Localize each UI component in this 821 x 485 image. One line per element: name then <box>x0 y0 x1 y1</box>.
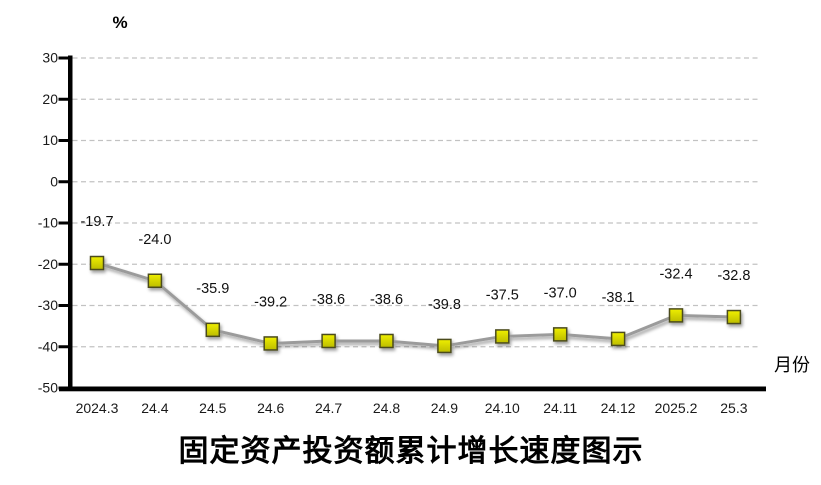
y-axis-tick-label: -50 <box>38 380 58 396</box>
data-point-marker <box>552 327 568 342</box>
y-axis-tick-label: -40 <box>38 338 58 354</box>
x-axis-category-label: 24.9 <box>431 400 458 416</box>
data-point-value-label: -39.8 <box>428 297 461 313</box>
data-series <box>89 255 742 354</box>
data-point-marker <box>495 329 510 344</box>
x-axis-category-label: 24.5 <box>199 400 226 416</box>
x-axis-category-label: 25.3 <box>720 400 747 416</box>
data-point-marker <box>321 333 336 349</box>
x-axis-category-labels: 2024.3 24.4 24.5 24.6 24.7 24.8 24.9 24.10 24.11… <box>76 400 748 416</box>
x-axis-category-label: 2024.3 <box>76 400 119 416</box>
data-point-value-label: -37.0 <box>544 285 577 301</box>
y-axis-tick-labels: 30 20 10 0 -10 -20 -30 -40 -50 <box>38 50 58 396</box>
y-axis-line <box>68 55 73 391</box>
y-axis-tick <box>58 221 68 225</box>
data-point-marker <box>726 309 742 325</box>
x-axis-category-label: 24.8 <box>373 400 400 416</box>
data-point-marker <box>610 331 626 347</box>
data-point-marker <box>379 333 394 349</box>
data-point-marker <box>437 338 452 354</box>
x-axis-category-label: 24.6 <box>257 400 284 416</box>
x-axis-category-label: 24.12 <box>601 400 636 416</box>
series-line <box>95 261 736 348</box>
y-axis-tick <box>58 139 68 142</box>
x-axis-category-label: 24.10 <box>485 400 520 416</box>
y-axis-tick-label: 10 <box>42 132 58 148</box>
data-point-value-labels: -19.7 -24.0 -35.9 -39.2 -38.6 -38.6 -39.8 -37.5… <box>80 214 750 313</box>
y-axis-tick-label: 0 <box>50 173 58 189</box>
y-axis-tick <box>58 97 68 101</box>
y-axis-tick-label: 30 <box>42 50 58 66</box>
axes <box>58 55 766 392</box>
data-point-marker <box>147 273 163 288</box>
y-axis-tick <box>58 304 68 307</box>
data-point-value-label: -32.4 <box>659 266 692 282</box>
x-axis-category-label: 24.7 <box>315 400 342 416</box>
data-point-value-label: -37.5 <box>486 287 519 303</box>
data-point-marker <box>205 322 221 338</box>
x-axis-category-label: 2025.2 <box>655 400 698 416</box>
data-point-value-label: -38.6 <box>370 292 403 308</box>
x-axis-label: 月份 <box>774 355 810 375</box>
y-axis-tick <box>58 56 68 60</box>
data-point-value-label: -38.1 <box>602 290 635 306</box>
y-axis-tick-label: -10 <box>38 215 58 231</box>
x-axis-line <box>59 386 766 392</box>
y-axis-tick-label: 20 <box>42 91 58 107</box>
data-point-marker <box>263 336 278 351</box>
data-point-marker <box>89 255 105 271</box>
y-axis-tick <box>58 180 68 184</box>
y-axis-tick <box>58 262 68 266</box>
y-axis-tick-label: -20 <box>38 256 58 272</box>
data-point-value-label: -32.8 <box>717 268 750 284</box>
data-point-marker <box>668 308 684 323</box>
data-point-value-label: -35.9 <box>196 281 229 297</box>
data-point-value-label: -24.0 <box>138 232 171 248</box>
data-point-value-label: -38.6 <box>312 292 345 308</box>
data-point-value-label: -39.2 <box>254 294 287 310</box>
x-axis-category-label: 24.4 <box>141 400 168 416</box>
y-axis-unit-label: % <box>112 13 127 32</box>
x-axis-category-label: 24.11 <box>543 400 577 416</box>
chart-title: 固定资产投资额累计增长速度图示 <box>179 434 644 468</box>
y-axis-tick <box>58 345 68 349</box>
gridlines <box>72 57 758 348</box>
data-point-value-label: -19.7 <box>80 214 113 230</box>
y-axis-tick-label: -30 <box>38 297 58 313</box>
